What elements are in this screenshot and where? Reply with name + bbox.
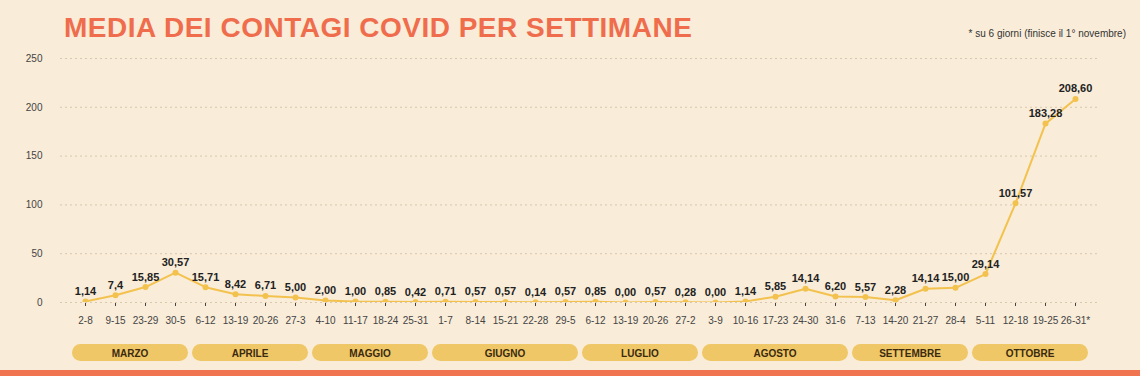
svg-text:0,57: 0,57 [555,285,576,297]
svg-text:11-17: 11-17 [343,315,368,326]
svg-text:100: 100 [26,199,43,210]
svg-text:27-3: 27-3 [285,315,305,326]
svg-text:19-25: 19-25 [1033,315,1059,326]
svg-text:5-11: 5-11 [976,315,996,326]
svg-text:20-26: 20-26 [643,315,669,326]
svg-text:0,42: 0,42 [405,286,426,298]
svg-text:9-15: 9-15 [105,315,125,326]
svg-text:6-12: 6-12 [195,315,215,326]
svg-text:0,28: 0,28 [675,286,696,298]
svg-text:1,00: 1,00 [345,285,366,297]
svg-text:15,00: 15,00 [942,271,970,283]
svg-text:1,14: 1,14 [735,285,757,297]
svg-text:0,00: 0,00 [615,286,636,298]
svg-text:21-27: 21-27 [913,315,939,326]
svg-text:26-31*: 26-31* [1061,315,1091,326]
svg-text:200: 200 [26,102,43,113]
svg-text:15,85: 15,85 [132,271,160,283]
svg-text:6,20: 6,20 [825,280,846,292]
svg-text:50: 50 [31,248,43,259]
svg-text:12-18: 12-18 [1003,315,1029,326]
svg-text:8,42: 8,42 [225,278,246,290]
svg-text:22-28: 22-28 [523,315,549,326]
svg-text:27-2: 27-2 [675,315,695,326]
svg-text:150: 150 [26,150,43,161]
svg-text:101,57: 101,57 [999,187,1033,199]
svg-text:3-9: 3-9 [708,315,723,326]
svg-text:GIUGNO: GIUGNO [485,348,526,359]
svg-text:0,57: 0,57 [645,285,666,297]
svg-text:2-8: 2-8 [78,315,93,326]
svg-text:LUGLIO: LUGLIO [621,348,659,359]
svg-text:SETTEMBRE: SETTEMBRE [879,348,941,359]
svg-text:24-30: 24-30 [793,315,819,326]
svg-text:8-14: 8-14 [465,315,485,326]
svg-text:29-5: 29-5 [555,315,575,326]
svg-text:23-29: 23-29 [133,315,159,326]
svg-text:0,57: 0,57 [495,285,516,297]
svg-text:0: 0 [37,297,43,308]
svg-text:0,85: 0,85 [375,285,396,297]
svg-text:6,71: 6,71 [255,279,276,291]
svg-text:14,14: 14,14 [792,272,820,284]
svg-text:28-4: 28-4 [945,315,965,326]
svg-text:OTTOBRE: OTTOBRE [1006,348,1055,359]
svg-text:1-7: 1-7 [438,315,453,326]
svg-text:31-6: 31-6 [825,315,845,326]
svg-text:30,57: 30,57 [162,256,190,268]
svg-text:208,60: 208,60 [1059,82,1093,94]
svg-text:14,14: 14,14 [912,272,940,284]
svg-text:25-31: 25-31 [403,315,429,326]
svg-text:17-23: 17-23 [763,315,789,326]
svg-text:0,00: 0,00 [705,286,726,298]
svg-text:0,14: 0,14 [525,286,547,298]
svg-text:7-13: 7-13 [855,315,875,326]
html-text:MEDIA DEI CONTAGI COVID PER SE: MEDIA DEI CONTAGI COVID PER SETTIMANE [64,12,693,43]
svg-text:1,14: 1,14 [75,285,97,297]
svg-text:18-24: 18-24 [373,315,399,326]
svg-text:0,57: 0,57 [465,285,486,297]
svg-text:250: 250 [26,53,43,64]
svg-text:14-20: 14-20 [883,315,909,326]
svg-text:6-12: 6-12 [585,315,605,326]
svg-text:5,85: 5,85 [765,280,786,292]
svg-text:5,00: 5,00 [285,281,306,293]
svg-text:MARZO: MARZO [112,348,149,359]
svg-text:2,28: 2,28 [885,284,906,296]
svg-text:MAGGIO: MAGGIO [349,348,391,359]
svg-text:13-19: 13-19 [613,315,639,326]
svg-text:15,71: 15,71 [192,271,220,283]
svg-text:20-26: 20-26 [253,315,279,326]
svg-text:15-21: 15-21 [493,315,519,326]
svg-text:4-10: 4-10 [315,315,335,326]
svg-text:0,71: 0,71 [435,285,456,297]
svg-text:7,4: 7,4 [108,279,124,291]
svg-text:13-19: 13-19 [223,315,249,326]
html-text:* su 6 giorni (finisce il 1° n: * su 6 giorni (finisce il 1° novembre) [968,28,1126,39]
svg-text:2,00: 2,00 [315,284,336,296]
svg-text:30-5: 30-5 [165,315,185,326]
svg-text:0,85: 0,85 [585,285,606,297]
svg-text:29,14: 29,14 [972,258,1000,270]
svg-text:APRILE: APRILE [232,348,269,359]
svg-text:10-16: 10-16 [733,315,759,326]
svg-text:5,57: 5,57 [855,281,876,293]
svg-text:183,28: 183,28 [1029,107,1063,119]
svg-text:AGOSTO: AGOSTO [753,348,796,359]
